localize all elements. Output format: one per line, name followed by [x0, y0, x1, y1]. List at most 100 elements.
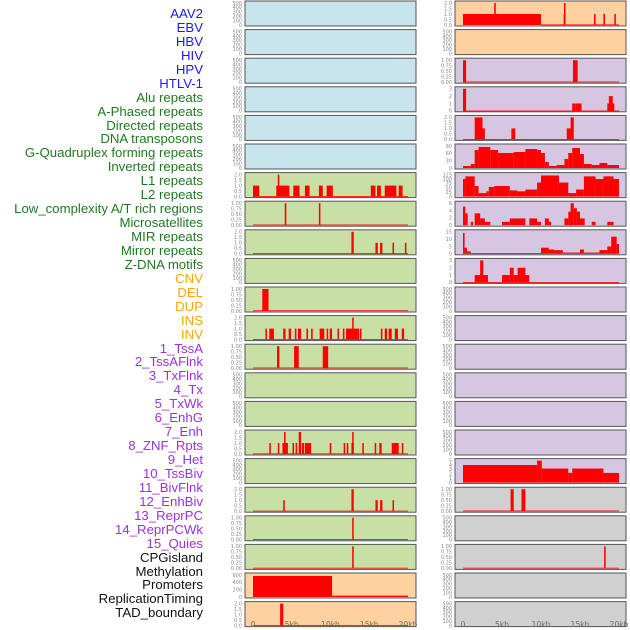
- y-tick-label: 0.25: [441, 504, 452, 510]
- signal-bar: [384, 328, 388, 340]
- y-tick-label: 500: [232, 87, 242, 93]
- signal-bar: [537, 460, 542, 483]
- signal-bar: [306, 328, 309, 340]
- y-tick-label: 200: [232, 71, 242, 77]
- signal-bar: [332, 595, 408, 597]
- y-tick-label: 0.0: [444, 137, 452, 143]
- signal-bar: [510, 489, 514, 512]
- signal-bar: [295, 443, 298, 454]
- y-tick-label: 0.75: [441, 64, 452, 70]
- y-tick-label: 75: [446, 181, 452, 187]
- panel-background: [244, 114, 417, 141]
- signal-bar: [337, 328, 340, 340]
- track-label: 13_ReprPC: [134, 507, 203, 523]
- signal-bar: [556, 165, 565, 168]
- y-tick-label: 300: [442, 582, 452, 588]
- signal-bar: [401, 328, 405, 340]
- y-tick-label: 400: [232, 62, 242, 68]
- track-panel: 0.00.51.01.52.0: [234, 229, 417, 258]
- y-tick-label: 400: [442, 434, 452, 440]
- y-tick-label: 0: [239, 51, 242, 57]
- y-tick-label: 1.0: [234, 441, 242, 447]
- y-tick-label: 0.50: [441, 555, 452, 561]
- track-label: HBV: [175, 33, 203, 49]
- y-tick-label: 400: [442, 577, 452, 583]
- signal-bar: [509, 267, 514, 283]
- y-tick-label: 400: [232, 148, 242, 154]
- signal-bar: [474, 150, 479, 168]
- track-label: 9_Het: [167, 452, 203, 467]
- y-tick-label: 100: [442, 390, 452, 396]
- y-tick-label: 0: [449, 309, 452, 315]
- signal-bar: [616, 244, 619, 254]
- signal-bar: [537, 150, 541, 168]
- signal-bar: [517, 267, 526, 283]
- y-tick-label: 300: [232, 95, 242, 101]
- signal-bar: [572, 103, 576, 111]
- y-tick-label: 200: [442, 300, 452, 306]
- y-tick-label: 400: [442, 348, 452, 354]
- panel-background: [244, 143, 417, 170]
- y-tick-label: 200: [232, 128, 242, 134]
- signal-bar: [502, 221, 510, 226]
- y-tick-label: 500: [232, 144, 242, 150]
- signal-bar: [570, 117, 574, 140]
- y-tick-label: 500: [442, 29, 452, 35]
- y-tick-label: 0.5: [234, 332, 242, 338]
- signal-bar: [529, 218, 538, 226]
- track-panel: 02 46: [449, 200, 627, 229]
- signal-bar: [572, 60, 578, 83]
- y-tick-label: 2: [449, 94, 452, 100]
- track-label: AAV2: [170, 6, 203, 21]
- y-tick-label: 3: [449, 258, 452, 264]
- panel-background: [454, 57, 627, 84]
- signal-bar: [614, 14, 616, 25]
- y-tick-label: 0.0: [444, 23, 452, 29]
- y-tick-label: 1.0: [444, 126, 452, 132]
- y-tick-label: 0.5: [444, 132, 452, 138]
- signal-bar: [253, 539, 408, 540]
- y-tick-label: 300: [232, 38, 242, 44]
- y-tick-label: 300: [232, 381, 242, 387]
- y-tick-label: 2.0: [234, 487, 242, 493]
- y-tick-label: 300: [232, 10, 242, 16]
- signal-bar: [352, 546, 354, 569]
- signal-bar: [573, 208, 577, 226]
- signal-bar: [401, 443, 404, 454]
- signal-bar: [568, 472, 573, 483]
- y-tick-label: 100: [442, 590, 452, 596]
- signal-bar: [554, 250, 563, 254]
- y-tick-label: 0.0: [234, 623, 242, 629]
- y-tick-label: 0: [239, 109, 242, 115]
- signal-bar: [562, 252, 573, 254]
- track-label: MIR repeats: [131, 229, 203, 244]
- y-tick-label: 0: [239, 595, 242, 601]
- y-tick-label: 500: [442, 315, 452, 321]
- signal-bar: [511, 128, 516, 140]
- panel-background: [244, 200, 417, 227]
- track-panel: 0.00.51.01.52.0: [234, 429, 417, 458]
- track-panel: 0.00.51.01.52.0: [444, 0, 627, 29]
- signal-bar: [359, 328, 362, 340]
- y-tick-label: 400: [232, 580, 242, 586]
- y-tick-label: 300: [442, 381, 452, 387]
- y-tick-label: 4: [449, 208, 452, 214]
- signal-bar: [277, 346, 280, 369]
- signal-bar: [351, 231, 354, 254]
- y-tick-label: 0.0: [234, 252, 242, 258]
- y-tick-label: 200: [442, 615, 452, 621]
- y-tick-label: 500: [232, 373, 242, 379]
- signal-bar: [478, 147, 491, 168]
- panel-background: [454, 572, 627, 599]
- track-label: 8_ZNF_Rpts: [128, 438, 203, 454]
- signal-bar: [404, 242, 407, 254]
- signal-bar: [570, 203, 574, 226]
- y-tick-label: 200: [232, 100, 242, 106]
- y-tick-label: 0.75: [441, 550, 452, 556]
- y-tick-label: 0: [239, 137, 242, 143]
- y-tick-label: 200: [442, 443, 452, 449]
- y-tick-label: 500: [442, 573, 452, 579]
